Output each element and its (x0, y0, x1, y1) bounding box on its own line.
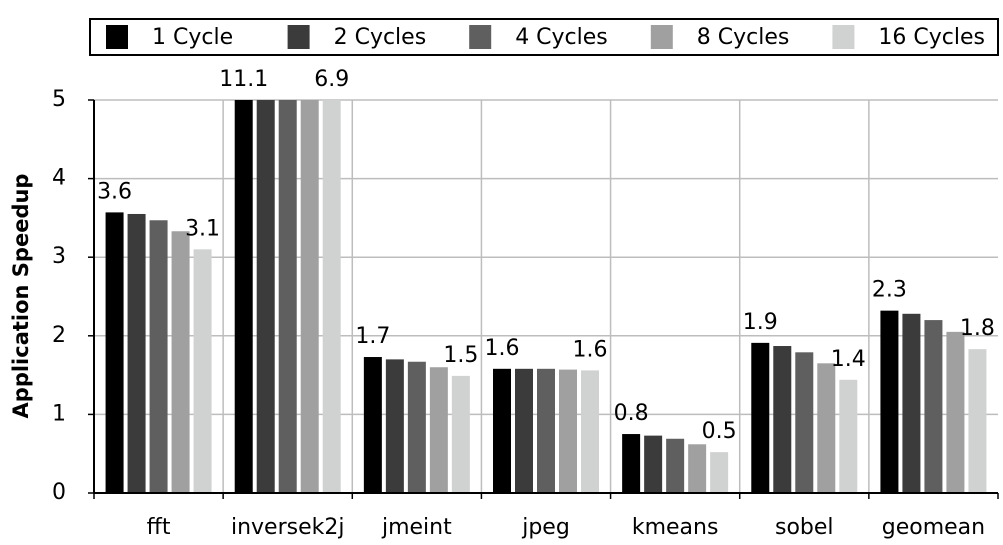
bar (581, 370, 599, 493)
bar (710, 452, 729, 493)
x-tick-label: fft (147, 515, 171, 540)
bar (622, 434, 641, 493)
bar (407, 361, 426, 493)
bar (666, 438, 685, 493)
x-tick-label: inversek2j (231, 515, 345, 540)
legend-label: 16 Cycles (878, 25, 985, 50)
y-tick-label: 0 (52, 480, 66, 505)
bar (429, 367, 448, 493)
y-tick-label: 3 (52, 244, 66, 269)
bar (493, 368, 511, 493)
bar (559, 369, 577, 493)
value-label: 0.5 (702, 419, 737, 444)
bar (773, 346, 792, 493)
legend-swatch (469, 25, 492, 49)
x-tick-label: geomean (882, 515, 985, 540)
value-label: 3.1 (185, 216, 220, 241)
bar (149, 220, 168, 493)
value-label: 0.8 (614, 401, 649, 426)
value-label: 6.9 (314, 67, 349, 92)
bar (256, 100, 275, 493)
value-label: 1.8 (960, 316, 995, 341)
bar (817, 363, 836, 493)
value-label: 1.5 (443, 343, 478, 368)
legend-swatch (287, 25, 310, 49)
bar (839, 379, 858, 493)
bar (193, 249, 212, 493)
value-label: 3.6 (97, 179, 132, 204)
legend-swatch (106, 25, 128, 49)
y-tick-label: 1 (52, 401, 66, 426)
bar (515, 368, 533, 493)
bar (105, 212, 124, 493)
y-tick-label: 2 (52, 323, 66, 348)
bar (644, 435, 663, 493)
bar (968, 349, 987, 493)
bar (880, 310, 899, 493)
y-axis-label: Application Speedup (9, 174, 33, 419)
bars (105, 100, 987, 493)
legend-swatch (832, 25, 855, 49)
bar (171, 231, 190, 493)
bar (385, 359, 404, 493)
bar (278, 100, 297, 493)
bar (751, 342, 770, 493)
bar (127, 213, 146, 493)
bar (946, 331, 965, 493)
legend-box (89, 18, 999, 56)
x-tick-label: jpeg (521, 515, 570, 540)
value-label: 1.4 (831, 347, 866, 372)
bar (322, 100, 341, 493)
x-tick-label: sobel (775, 515, 834, 540)
bar (363, 357, 382, 493)
value-label: 2.3 (872, 278, 907, 303)
x-tick-label: jmeint (381, 515, 452, 540)
bar (451, 375, 470, 493)
y-tick-label: 5 (52, 87, 66, 112)
legend-label: 4 Cycles (515, 25, 608, 50)
bar (924, 320, 943, 493)
value-label: 11.1 (219, 67, 268, 92)
legend-label: 2 Cycles (334, 25, 427, 50)
bar (688, 444, 707, 493)
x-tick-label: kmeans (632, 515, 719, 540)
legend-swatch (650, 25, 673, 49)
bar (300, 100, 319, 493)
legend-label: 8 Cycles (697, 25, 790, 50)
value-label: 1.6 (485, 336, 520, 361)
bar (234, 100, 253, 493)
bar (902, 313, 921, 493)
value-label: 1.7 (355, 324, 390, 349)
bar (537, 368, 555, 493)
legend-label: 1 Cycle (152, 25, 233, 50)
bar (795, 352, 814, 493)
value-label: 1.9 (743, 310, 778, 335)
foreground: 0 1 2 3 4 5 fft 3.6 3.1 inversek2j 11.1 6.9 jmeint 1.… (52, 25, 999, 540)
y-tick-label: 4 (52, 166, 66, 191)
value-label: 1.6 (573, 337, 608, 362)
